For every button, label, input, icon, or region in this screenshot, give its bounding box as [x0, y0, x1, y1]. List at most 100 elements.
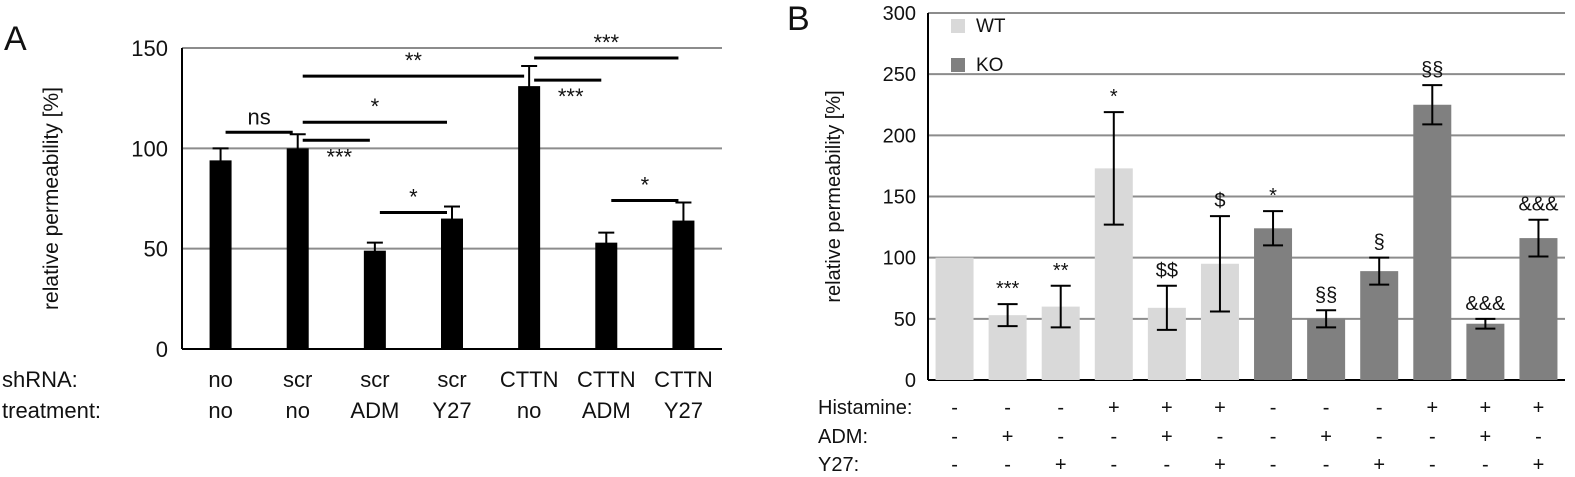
- panel-b-row-label: ADM:: [818, 426, 868, 448]
- panel-a-letter: A: [4, 20, 27, 58]
- panel-b-condition-sign: -: [1535, 426, 1542, 448]
- panel-a-treatment-label: ADM: [582, 398, 631, 423]
- panel-a-treatment-label: no: [285, 398, 309, 423]
- panel-a-treatment-label: Y27: [432, 398, 471, 423]
- panel-a-bar: [286, 148, 309, 349]
- panel-b-significance-label: ***: [996, 278, 1020, 300]
- panel-a-bar: [441, 218, 463, 349]
- panel-a-y-tick-label: 100: [131, 136, 168, 161]
- panel-b-bar: [1254, 228, 1293, 380]
- panel-b-y-tick-label: 150: [883, 187, 916, 209]
- panel-a-significance-label: **: [405, 48, 423, 73]
- panel-a-bar: [363, 250, 386, 349]
- panel-a-bar: [518, 86, 541, 350]
- panel-b-legend-swatch: [951, 19, 965, 33]
- panel-b-significance-label: §§: [1421, 59, 1443, 81]
- panel-b-condition-sign: +: [1480, 397, 1492, 419]
- panel-b-bar: [1360, 271, 1399, 380]
- panel-b-row-label: Histamine:: [818, 397, 912, 419]
- panel-a-bar: [209, 160, 232, 349]
- panel-b-legend-label: KO: [976, 55, 1003, 76]
- panel-b-condition-sign: +: [1533, 454, 1545, 476]
- panel-b-condition-sign: -: [951, 426, 958, 448]
- panel-b-y-tick-label: 50: [894, 309, 916, 331]
- panel-a-shrna-label: no: [208, 367, 232, 392]
- panel-b-condition-sign: -: [1217, 426, 1224, 448]
- panel-b-row-label: Y27:: [818, 454, 859, 476]
- panel-b-condition-sign: -: [1057, 397, 1064, 419]
- panel-b-significance-label: §: [1374, 232, 1385, 254]
- panel-b-condition-sign: -: [1429, 426, 1436, 448]
- panel-a-shrna-label: CTTN: [577, 367, 636, 392]
- panel-b-condition-sign: +: [1055, 454, 1067, 476]
- panel-b-condition-sign: -: [1057, 426, 1064, 448]
- panel-b-bar: [1307, 318, 1346, 380]
- panel-a-row-label: shRNA:: [2, 367, 78, 392]
- panel-b-condition-sign: -: [1270, 454, 1277, 476]
- panel-b-condition-sign: +: [1426, 397, 1438, 419]
- panel-a-significance-label: *: [371, 94, 380, 119]
- panel-b-chart: 0 50 100 150 200 250 300 relative permeability …: [818, 3, 1565, 476]
- panel-b-condition-sign: -: [1323, 454, 1330, 476]
- panel-b-condition-sign: +: [1161, 397, 1173, 419]
- panel-b-condition-sign: -: [1270, 426, 1277, 448]
- panel-b-significance-label: *: [1269, 185, 1277, 207]
- panel-a-y-axis-label: relative permeability [%]: [40, 87, 63, 310]
- panel-b-legend-swatch: [951, 58, 965, 72]
- panel-b-condition-sign: -: [1429, 454, 1436, 476]
- panel-a-y-tick-label: 50: [144, 237, 168, 262]
- panel-b-legend-label: WT: [976, 16, 1006, 37]
- panel-b-y-tick-label: 300: [883, 3, 916, 25]
- panel-b-condition-sign: -: [951, 397, 958, 419]
- panel-b-bar: [935, 257, 974, 380]
- panel-b-y-axis-label: relative permeability [%]: [823, 90, 845, 302]
- panel-b-significance-label: &&&: [1465, 293, 1506, 315]
- panel-a-significance-label: *: [409, 185, 418, 210]
- panel-a-shrna-label: CTTN: [500, 367, 559, 392]
- panel-b-condition-sign: +: [1002, 426, 1014, 448]
- panel-b-condition-sign: +: [1214, 397, 1226, 419]
- panel-a-y-tick-label: 0: [156, 337, 168, 362]
- panel-a-row-label: treatment:: [2, 398, 101, 423]
- panel-b-y-tick-label: 0: [905, 370, 916, 392]
- panel-a-treatment-label: ADM: [350, 398, 399, 423]
- panel-a-treatment-label: Y27: [664, 398, 703, 423]
- panel-a-shrna-label: CTTN: [654, 367, 713, 392]
- panel-b-condition-sign: -: [1164, 454, 1171, 476]
- panel-a-y-tick-label: 150: [131, 36, 168, 61]
- panel-b-significance-label: $: [1214, 190, 1225, 212]
- panel-b-bar: [1519, 238, 1558, 380]
- panel-a-shrna-label: scr: [360, 367, 389, 392]
- panel-b-condition-sign: -: [1270, 397, 1277, 419]
- panel-b-condition-sign: -: [1482, 454, 1489, 476]
- panel-b-y-tick-label: 200: [883, 125, 916, 147]
- panel-b-condition-sign: +: [1320, 426, 1332, 448]
- panel-b-significance-label: &&&: [1518, 194, 1559, 216]
- panel-b-significance-label: §§: [1315, 284, 1337, 306]
- panel-b-condition-sign: -: [1004, 397, 1011, 419]
- panel-a-significance-label: ns: [248, 104, 271, 129]
- panel-a-bar: [595, 242, 618, 349]
- panel-b-bar: [1466, 323, 1505, 380]
- panel-b-condition-sign: +: [1533, 397, 1545, 419]
- panel-b-letter: B: [787, 0, 810, 38]
- panel-a-treatment-label: no: [517, 398, 541, 423]
- panel-a-shrna-label: scr: [283, 367, 312, 392]
- panel-b-condition-sign: +: [1214, 454, 1226, 476]
- panel-a-significance-label: *: [641, 173, 650, 198]
- panel-b-condition-sign: -: [951, 454, 958, 476]
- panel-b-condition-sign: +: [1373, 454, 1385, 476]
- panel-b-y-tick-label: 100: [883, 248, 916, 270]
- panel-a-significance-label: ***: [326, 144, 352, 169]
- panel-b-condition-sign: +: [1108, 397, 1120, 419]
- panel-b-significance-label: $$: [1156, 260, 1178, 282]
- panel-b-condition-sign: -: [1110, 454, 1117, 476]
- panel-a-treatment-label: no: [208, 398, 232, 423]
- panel-b-condition-sign: -: [1110, 426, 1117, 448]
- panel-b-bar: [1413, 104, 1452, 380]
- panel-b-condition-sign: -: [1376, 426, 1383, 448]
- panel-b-condition-sign: -: [1376, 397, 1383, 419]
- panel-b-condition-sign: +: [1480, 426, 1492, 448]
